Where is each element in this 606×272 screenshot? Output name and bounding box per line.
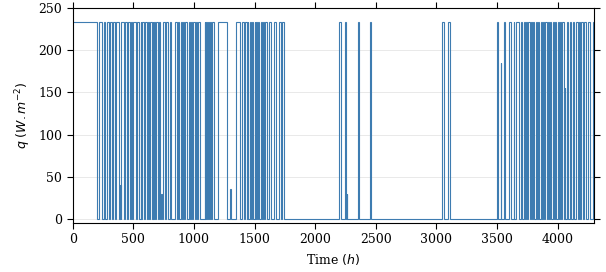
Y-axis label: $q$ $(W.m^{-2})$: $q$ $(W.m^{-2})$ [13, 82, 33, 149]
X-axis label: Time $(h)$: Time $(h)$ [306, 252, 361, 267]
